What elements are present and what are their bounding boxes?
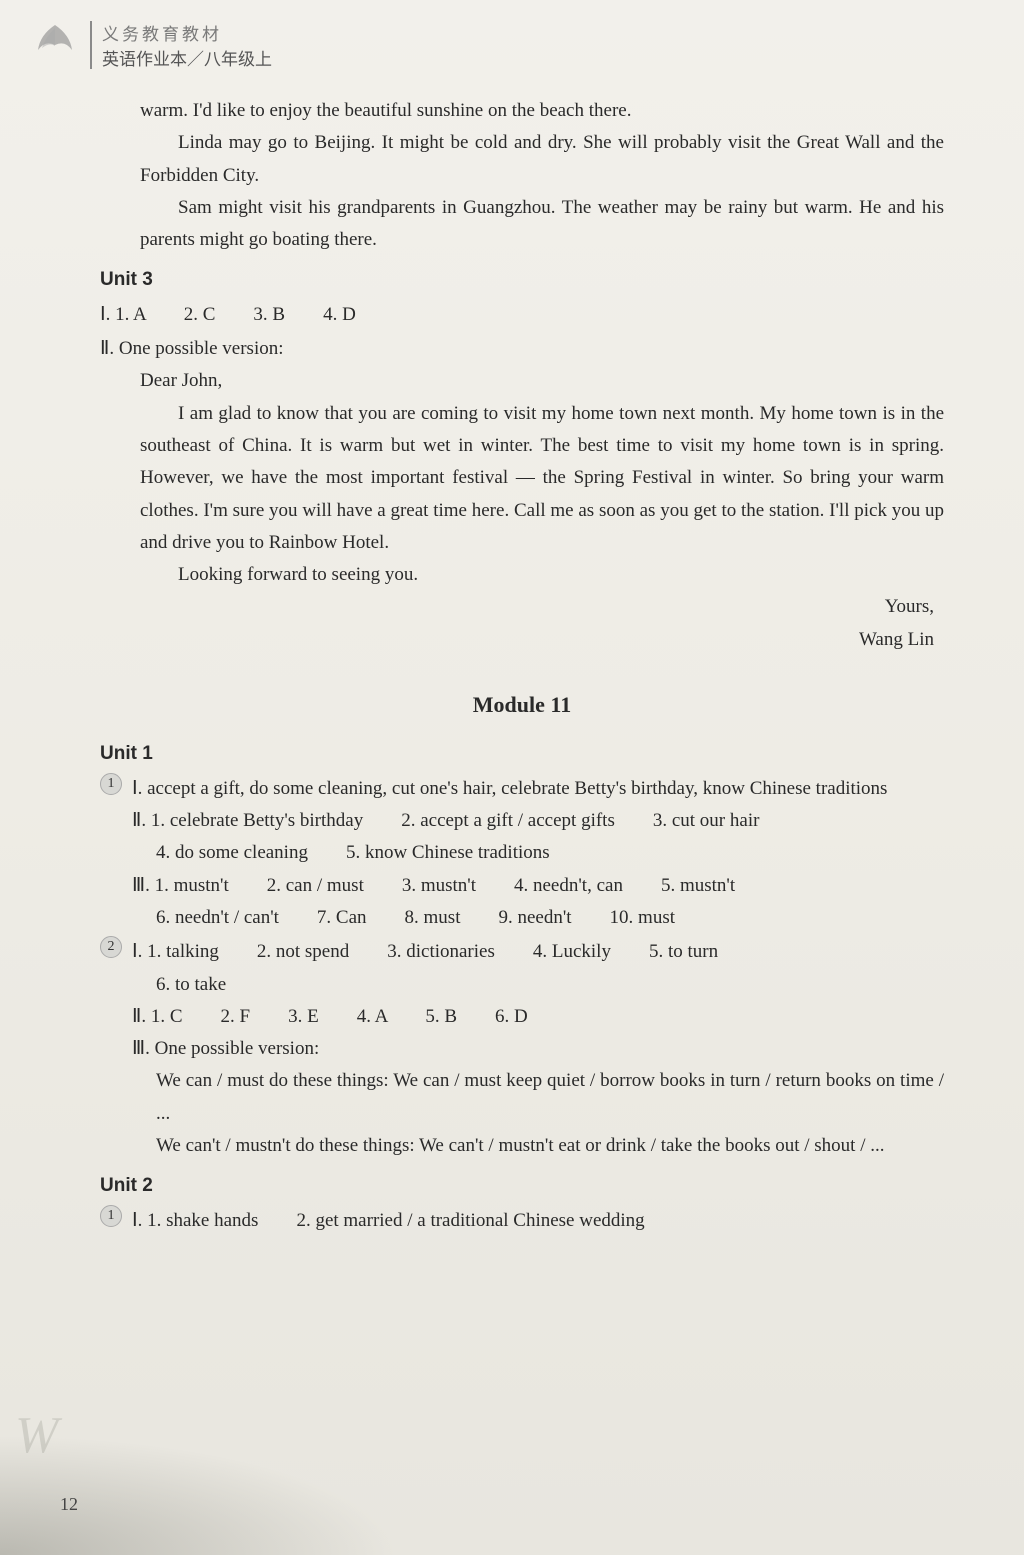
u1s2-i-r2: 6. to take bbox=[156, 969, 944, 1001]
letter-yours: Yours, bbox=[140, 591, 934, 623]
u1s1-i: Ⅰ. accept a gift, do some cleaning, cut … bbox=[132, 773, 944, 805]
circle-2: 2 bbox=[100, 936, 122, 958]
page-header: 义务教育教材 英语作业本／八年级上 bbox=[30, 20, 272, 70]
unit3-i: Ⅰ. 1. A 2. C 3. B 4. D bbox=[100, 299, 944, 331]
unit1-section1: 1 Ⅰ. accept a gift, do some cleaning, cu… bbox=[100, 773, 944, 805]
intro-p1: warm. I'd like to enjoy the beautiful su… bbox=[140, 95, 944, 127]
u1s2-iii-label: Ⅲ. One possible version: bbox=[132, 1033, 944, 1065]
logo-icon bbox=[30, 20, 80, 70]
header-divider bbox=[90, 21, 92, 69]
unit2-heading: Unit 2 bbox=[100, 1170, 944, 1202]
u1s1-ii-r2: 4. do some cleaning 5. know Chinese trad… bbox=[156, 837, 944, 869]
main-content: warm. I'd like to enjoy the beautiful su… bbox=[100, 95, 944, 1237]
u1s1-iii-r1: Ⅲ. 1. mustn't 2. can / must 3. mustn't 4… bbox=[132, 870, 944, 902]
header-title: 义务教育教材 bbox=[102, 20, 272, 45]
unit1-heading: Unit 1 bbox=[100, 738, 944, 770]
dear-line: Dear John, bbox=[140, 365, 944, 397]
header-subtitle: 英语作业本／八年级上 bbox=[102, 45, 272, 70]
unit1-section2: 2 Ⅰ. 1. talking 2. not spend 3. dictiona… bbox=[100, 936, 944, 968]
letter-name: Wang Lin bbox=[140, 624, 934, 656]
letter-closing: Looking forward to seeing you. bbox=[140, 559, 944, 591]
letter-body: I am glad to know that you are coming to… bbox=[140, 398, 944, 559]
u1s2-i-r1: Ⅰ. 1. talking 2. not spend 3. dictionari… bbox=[132, 936, 944, 968]
circle-1b: 1 bbox=[100, 1205, 122, 1227]
u2s1-i: Ⅰ. 1. shake hands 2. get married / a tra… bbox=[132, 1205, 944, 1237]
unit3-ii-label: Ⅱ. One possible version: bbox=[100, 333, 944, 365]
unit3-heading: Unit 3 bbox=[100, 264, 944, 296]
u1s2-ii: Ⅱ. 1. C 2. F 3. E 4. A 5. B 6. D bbox=[132, 1001, 944, 1033]
module-heading: Module 11 bbox=[100, 686, 944, 723]
u1s1-ii-r1: Ⅱ. 1. celebrate Betty's birthday 2. acce… bbox=[132, 805, 944, 837]
u1s2-iii-p2: We can't / mustn't do these things: We c… bbox=[156, 1130, 944, 1162]
header-text: 义务教育教材 英语作业本／八年级上 bbox=[102, 20, 272, 70]
page-number: 12 bbox=[60, 1494, 78, 1515]
intro-p3: Sam might visit his grandparents in Guan… bbox=[140, 192, 944, 257]
circle-1: 1 bbox=[100, 773, 122, 795]
unit3-letter: Dear John, I am glad to know that you ar… bbox=[140, 365, 944, 656]
u1s1-iii-r2: 6. needn't / can't 7. Can 8. must 9. nee… bbox=[156, 902, 944, 934]
intro-p2: Linda may go to Beijing. It might be col… bbox=[140, 127, 944, 192]
u1s2-iii-p1: We can / must do these things: We can / … bbox=[156, 1065, 944, 1130]
unit2-section1: 1 Ⅰ. 1. shake hands 2. get married / a t… bbox=[100, 1205, 944, 1237]
